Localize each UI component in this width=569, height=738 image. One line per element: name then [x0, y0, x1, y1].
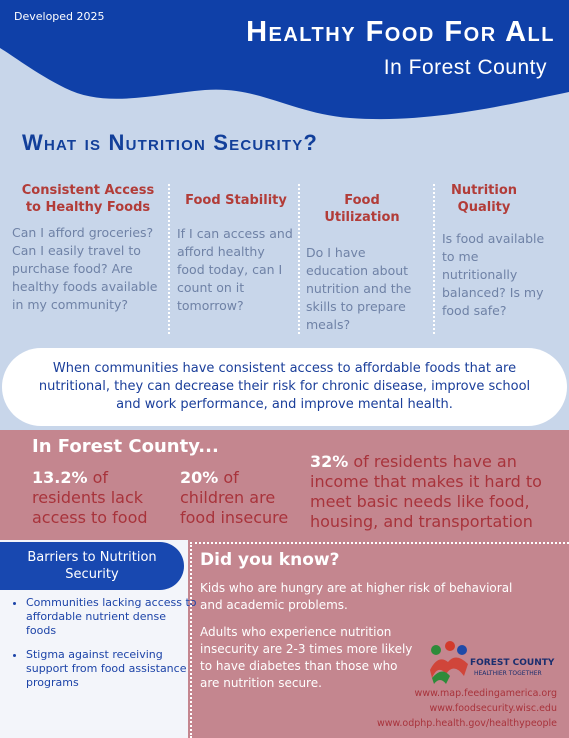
barrier-item: Stigma against receiving support from fo… [26, 648, 198, 690]
stat-text: of children are food insecure [180, 468, 289, 527]
barriers-list: Communities lacking access to affordable… [8, 596, 198, 700]
pillar-text: Is food available to me nutritionally ba… [442, 231, 545, 318]
pillar-heading: Consistent Access to Healthy Foods [21, 183, 155, 215]
title: Healthy Food For All [246, 16, 555, 48]
stat-text: of residents have an income that makes i… [310, 452, 542, 531]
section-heading: What is Nutrition Security? [22, 130, 319, 155]
stat-text: of residents lack access to food [32, 468, 148, 527]
pillar: Food Utilization Do I have education abo… [306, 182, 418, 334]
source-link: www.odphp.health.gov/healthypeople [376, 718, 557, 729]
county-heading: In Forest County... [32, 436, 219, 457]
source-link: www.foodsecurity.wisc.edu [429, 703, 557, 714]
barrier-item: Communities lacking access to affordable… [26, 596, 198, 638]
fact: Kids who are hungry are at higher risk o… [200, 581, 513, 612]
barriers-heading: Barriers to Nutrition Security [0, 542, 184, 590]
pillar-heading: Food Utilization [324, 193, 400, 225]
stat-value: 13.2% [32, 468, 88, 487]
callout: When communities have consistent access … [2, 348, 567, 426]
stat: 13.2% of residents lack access to food [32, 468, 172, 528]
logo-icon [430, 641, 468, 684]
pillar-heading: Nutrition Quality [450, 183, 518, 215]
pillar-text: Can I afford groceries? Can I easily tra… [12, 225, 158, 312]
separator [298, 184, 300, 334]
pillar-heading: Food Stability [185, 193, 287, 208]
stat: 20% of children are food insecure [180, 468, 296, 528]
logo-tagline: HEALTHIER TOGETHER [474, 670, 542, 677]
logo-name: FOREST COUNTY [470, 658, 555, 668]
stat: 32% of residents have an income that mak… [310, 452, 550, 532]
pillar: Food Stability If I can access and affor… [177, 182, 295, 334]
pillar: Nutrition Quality Is food available to m… [442, 182, 554, 334]
pillar-text: If I can access and afford healthy food … [177, 226, 293, 313]
fact: Adults who experience nutrition insecuri… [200, 625, 413, 690]
did-you-know-box [190, 542, 569, 738]
barriers-heading-text: Barriers to Nutrition Security [27, 550, 157, 582]
developed-tag: Developed 2025 [14, 10, 105, 23]
separator [433, 184, 435, 334]
separator [168, 184, 170, 334]
did-you-know-heading: Did you know? [200, 550, 340, 570]
subtitle: In Forest County [383, 56, 547, 79]
source-link: www.map.feedingamerica.org [414, 688, 557, 699]
header-wave [0, 0, 569, 120]
stat-value: 32% [310, 452, 349, 471]
pillar-text: Do I have education about nutrition and … [306, 245, 412, 332]
stat-value: 20% [180, 468, 219, 487]
pillar: Consistent Access to Healthy Foods Can I… [12, 182, 164, 334]
